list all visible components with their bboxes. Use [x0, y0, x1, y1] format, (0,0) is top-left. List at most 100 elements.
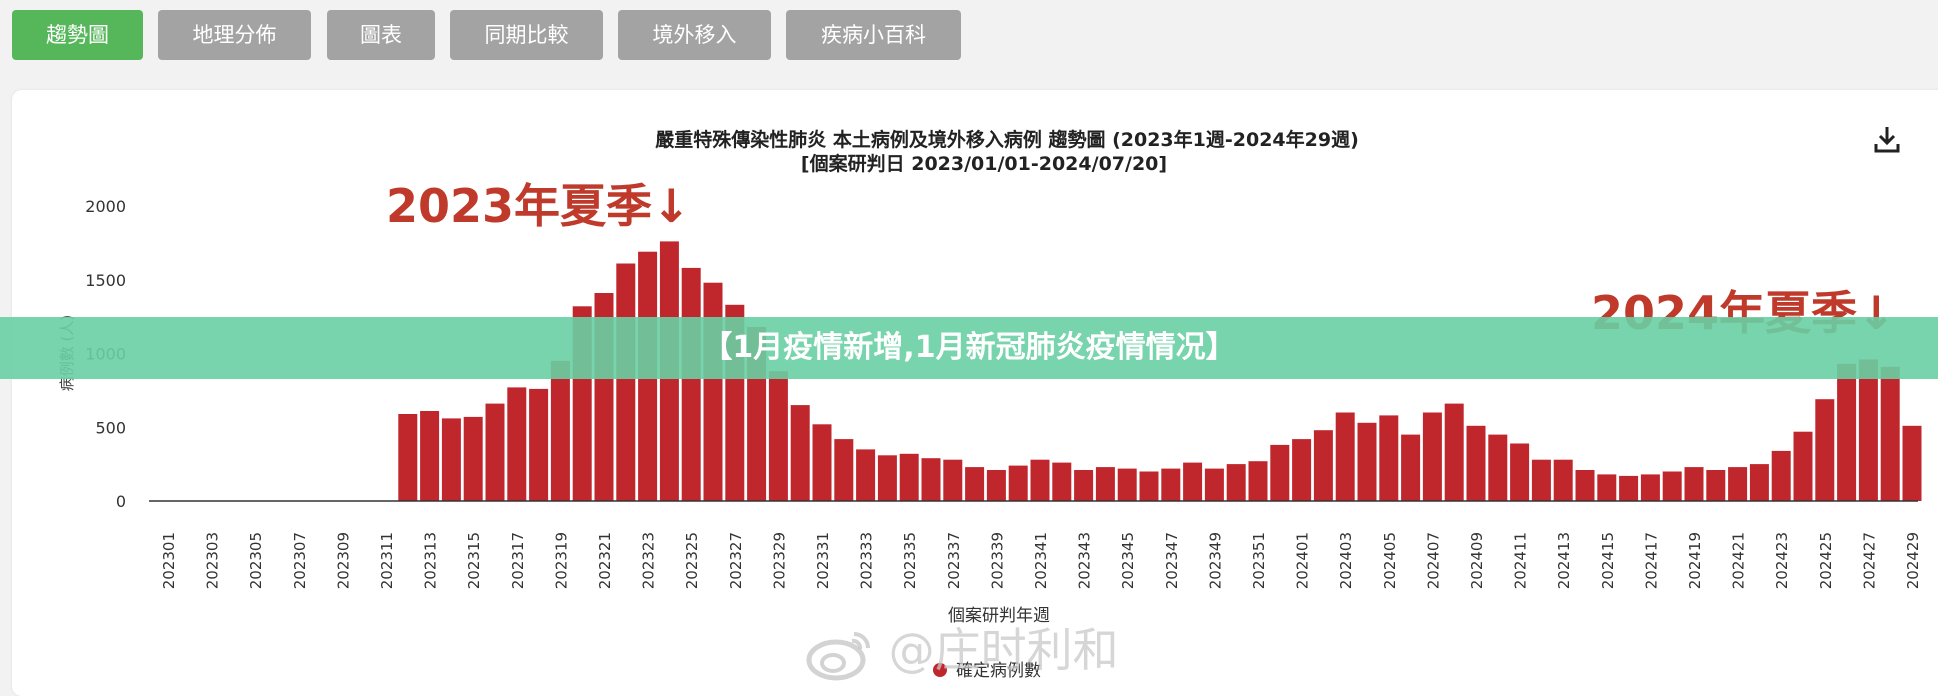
bar-202348[interactable]: [1183, 462, 1203, 501]
bar-202318[interactable]: [529, 388, 549, 501]
x-tick-label: 202341: [1032, 532, 1050, 589]
bar-202322[interactable]: [616, 263, 636, 502]
bar-202332[interactable]: [834, 439, 854, 501]
x-tick-label: 202407: [1424, 532, 1442, 589]
bar-202340[interactable]: [1008, 465, 1028, 501]
bar-202334[interactable]: [877, 455, 897, 501]
x-tick-label: 202401: [1294, 532, 1312, 589]
bar-202425[interactable]: [1815, 399, 1835, 501]
x-tick-label: 202429: [1904, 532, 1922, 589]
bar-202410[interactable]: [1488, 434, 1508, 501]
x-tick-label: 202347: [1163, 532, 1181, 589]
x-tick-label: 202301: [160, 532, 178, 589]
bar-202326[interactable]: [703, 282, 723, 501]
bar-202428[interactable]: [1880, 366, 1900, 501]
x-tick-label: 202417: [1642, 532, 1660, 589]
bar-202315[interactable]: [463, 416, 483, 501]
bar-202411[interactable]: [1510, 443, 1530, 502]
x-tick-label: 202333: [858, 532, 876, 589]
bar-202417[interactable]: [1640, 474, 1660, 501]
bar-202314[interactable]: [441, 418, 461, 501]
x-tick-label: 202307: [291, 532, 309, 589]
bar-202344[interactable]: [1095, 467, 1115, 501]
x-tick-label: 202325: [683, 532, 701, 589]
tab-geographic-distribution[interactable]: 地理分佈: [158, 10, 311, 60]
bar-202343[interactable]: [1074, 470, 1094, 501]
bar-202426[interactable]: [1837, 363, 1857, 501]
watermark: @庄时利和: [806, 620, 1119, 680]
download-icon[interactable]: [1873, 124, 1901, 154]
y-tick-label: 500: [95, 418, 126, 437]
bar-202331[interactable]: [812, 424, 832, 501]
bar-202329[interactable]: [768, 371, 788, 501]
bar-202414[interactable]: [1575, 470, 1595, 501]
bar-202341[interactable]: [1030, 459, 1050, 501]
bar-202424[interactable]: [1793, 431, 1813, 501]
chart-subtitle: [個案研判日 2023/01/01-2024/07/20]: [801, 152, 1167, 175]
bar-202405[interactable]: [1379, 415, 1399, 501]
legend-label: 確定病例數: [956, 661, 1041, 681]
legend-marker: [933, 663, 947, 677]
bar-202412[interactable]: [1531, 459, 1551, 501]
bar-202406[interactable]: [1401, 434, 1421, 501]
bar-202313[interactable]: [420, 411, 440, 501]
x-tick-label: 202309: [334, 532, 352, 589]
bar-202339[interactable]: [986, 470, 1006, 501]
bar-202319[interactable]: [550, 360, 570, 501]
bar-202351[interactable]: [1248, 461, 1268, 501]
x-tick-label: 202303: [204, 532, 222, 589]
bar-202419[interactable]: [1684, 467, 1704, 501]
bar-202404[interactable]: [1357, 422, 1377, 501]
bar-202427[interactable]: [1858, 359, 1878, 501]
x-tick-label: 202351: [1250, 532, 1268, 589]
bar-202352[interactable]: [1270, 444, 1290, 501]
x-tick-label: 202311: [378, 532, 396, 589]
bar-202338[interactable]: [965, 467, 985, 501]
x-tick-label: 202419: [1686, 532, 1704, 589]
bar-202345[interactable]: [1117, 468, 1137, 501]
bar-202316[interactable]: [485, 403, 505, 501]
x-tick-label: 202323: [640, 532, 658, 589]
bar-202415[interactable]: [1597, 474, 1617, 501]
bar-202421[interactable]: [1728, 467, 1748, 501]
bar-202312[interactable]: [398, 414, 418, 501]
bar-202422[interactable]: [1749, 464, 1769, 501]
weibo-logo-icon: [806, 631, 870, 680]
bar-202333[interactable]: [856, 449, 876, 501]
x-tick-label: 202331: [814, 532, 832, 589]
tab-charts[interactable]: 圖表: [327, 10, 435, 60]
bar-202335[interactable]: [899, 453, 919, 501]
bar-202420[interactable]: [1706, 470, 1726, 501]
y-tick-label: 2000: [85, 197, 126, 216]
bar-202336[interactable]: [921, 458, 941, 501]
bar-202350[interactable]: [1226, 464, 1246, 501]
x-tick-label: 202329: [770, 532, 788, 589]
bar-202409[interactable]: [1466, 425, 1486, 501]
bar-202407[interactable]: [1422, 412, 1442, 502]
bar-202408[interactable]: [1444, 403, 1464, 501]
bar-202429[interactable]: [1902, 425, 1922, 501]
chart-card: [12, 90, 1938, 696]
bar-202403[interactable]: [1335, 412, 1355, 502]
bar-202330[interactable]: [790, 405, 810, 501]
x-tick-label: 202421: [1730, 532, 1748, 589]
bar-202325[interactable]: [681, 267, 701, 501]
x-tick-label: 202411: [1512, 532, 1530, 589]
tab-imported-cases[interactable]: 境外移入: [618, 10, 771, 60]
tab-period-comparison[interactable]: 同期比較: [450, 10, 603, 60]
bar-202401[interactable]: [1292, 439, 1312, 501]
tab-trend-chart[interactable]: 趨勢圖: [12, 10, 143, 60]
bar-202402[interactable]: [1313, 430, 1333, 501]
bar-202423[interactable]: [1771, 450, 1791, 501]
bar-202413[interactable]: [1553, 459, 1573, 501]
bar-202346[interactable]: [1139, 471, 1159, 502]
bar-202347[interactable]: [1161, 468, 1181, 501]
bar-202416[interactable]: [1619, 475, 1639, 501]
tab-disease-encyclopedia[interactable]: 疾病小百科: [786, 10, 961, 60]
bar-202349[interactable]: [1204, 468, 1224, 501]
bar-202337[interactable]: [943, 459, 963, 501]
x-tick-label: 202317: [509, 532, 527, 589]
bar-202317[interactable]: [507, 387, 527, 501]
bar-202342[interactable]: [1052, 462, 1072, 501]
bar-202418[interactable]: [1662, 471, 1682, 502]
